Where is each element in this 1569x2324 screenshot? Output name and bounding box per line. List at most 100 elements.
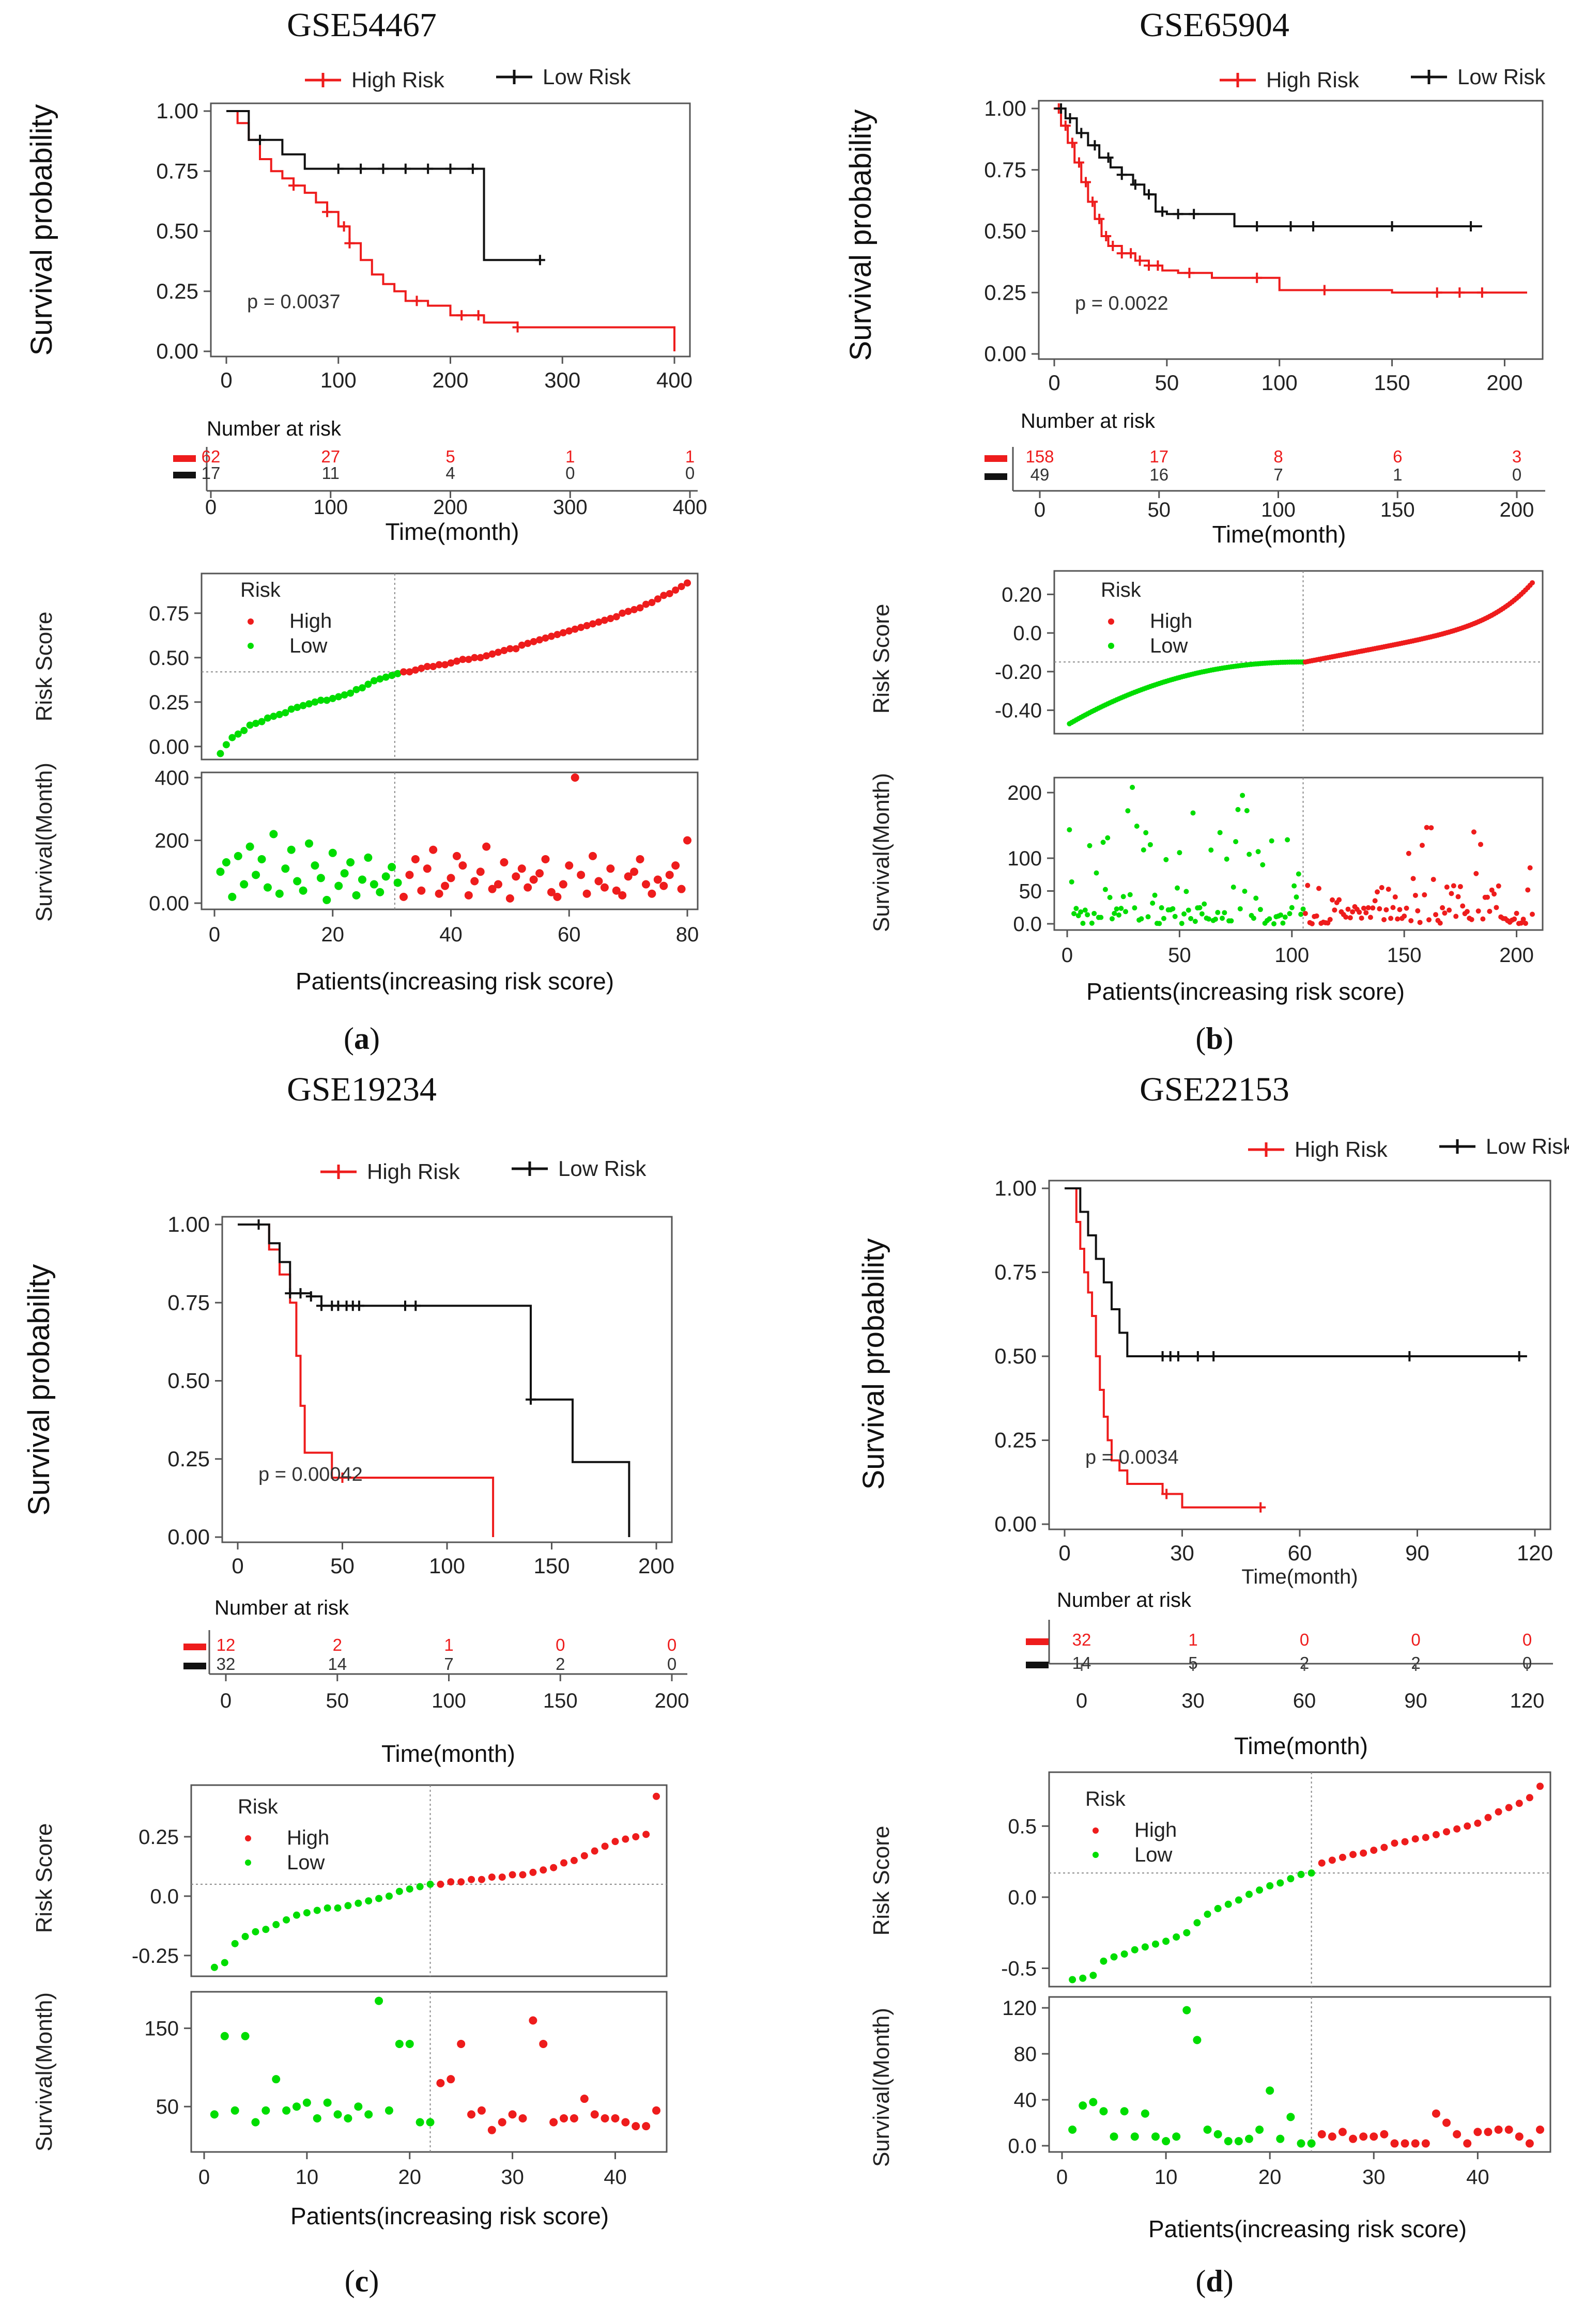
- risk-table-time-label: 50: [326, 1690, 349, 1712]
- risk-table-time-label: 200: [655, 1690, 689, 1712]
- survival-frame: [190, 1991, 668, 2153]
- risk-legend-high-label: High: [1134, 1819, 1177, 1841]
- km-censor-mark: [333, 163, 344, 174]
- survival-point-low: [416, 2118, 424, 2127]
- risk-score-ytick-label: 0.0: [1013, 622, 1042, 645]
- risk-score-frame: [1053, 570, 1544, 735]
- survival-point-high: [547, 888, 556, 896]
- survival-point-low: [375, 1996, 383, 2005]
- survival-point-high: [1397, 907, 1403, 912]
- survival-xtick-label: 20: [398, 2166, 421, 2189]
- survival-point-high: [1428, 825, 1434, 831]
- risk-table-low-count: 5: [1188, 1653, 1197, 1672]
- risk-score-point-high: [536, 636, 544, 644]
- survival-point-low: [230, 2106, 239, 2115]
- survival-point-low: [1089, 920, 1095, 926]
- survival-point-low: [1069, 879, 1074, 885]
- survival-point-high: [1451, 883, 1456, 889]
- survival-point-low: [1098, 915, 1104, 920]
- survival-point-high: [671, 861, 680, 870]
- survival-point-low: [1134, 824, 1140, 829]
- survival-point-high: [1412, 892, 1418, 898]
- survival-point-low: [257, 855, 266, 863]
- survival-point-high: [1375, 889, 1380, 895]
- risk-legend-title: Risk: [238, 1795, 279, 1818]
- legend-high-risk-swatch: [305, 73, 341, 87]
- risk-score-point-low: [217, 750, 224, 757]
- km-xtick-label: 300: [544, 368, 580, 392]
- survival-point-low: [311, 861, 319, 870]
- km-frame: [1038, 100, 1544, 360]
- survival-point-high: [417, 886, 426, 895]
- km-censor-mark: [526, 1394, 536, 1405]
- risk-legend-low-label: Low: [289, 634, 327, 657]
- risk-score-point-low: [246, 721, 254, 729]
- risk-table-time-label: 60: [1293, 1690, 1316, 1712]
- km-xtick-label: 100: [429, 1554, 465, 1578]
- survival-point-high: [624, 872, 633, 881]
- survival-point-high: [1359, 2132, 1368, 2141]
- km-plot: 0.00 0.25 0.50 0.75 1.00 0 30 60 90 120 Survival p…: [857, 1134, 1569, 1588]
- risk-score-point-low: [1297, 1870, 1305, 1878]
- km-xtick-label: 200: [432, 368, 468, 392]
- survival-point-high: [399, 892, 408, 901]
- survival-point-high: [1330, 897, 1335, 903]
- risk-table-high-count: 0: [1411, 1630, 1420, 1649]
- risk-legend-high-label: High: [289, 610, 332, 632]
- risk-score-point-low: [347, 689, 355, 697]
- risk-score-point-low: [299, 702, 307, 709]
- risk-table-high-count: 1: [1188, 1630, 1197, 1649]
- km-censor-mark: [1065, 113, 1075, 123]
- survival-point-high: [1478, 842, 1483, 847]
- survival-point-high: [1457, 884, 1463, 889]
- survival-point-high: [1525, 2139, 1534, 2148]
- survival-ytick-label: 400: [155, 767, 189, 789]
- risk-score-point-high: [1495, 1808, 1502, 1816]
- risk-table-high-count: 6: [1393, 447, 1402, 466]
- survival-point-high: [606, 864, 615, 873]
- survival-point-low: [316, 874, 325, 882]
- risk-table-low-count: 2: [1300, 1653, 1309, 1672]
- survival-point-high: [565, 861, 574, 870]
- survival-point-high: [517, 864, 526, 873]
- risk-table-high-count: 27: [321, 447, 340, 466]
- risk-score-point-high: [1464, 1822, 1471, 1830]
- risk-score-point-high: [666, 590, 673, 597]
- risk-legend-low-dot: [1108, 643, 1114, 649]
- km-high-risk-curve: [226, 110, 675, 351]
- risk-score-point-high: [642, 600, 650, 608]
- risk-score-point-high: [453, 657, 460, 665]
- risk-score-point-low: [264, 714, 271, 722]
- survival-point-high: [1518, 920, 1524, 926]
- survival-point-low: [1099, 2107, 1108, 2116]
- survival-point-low: [220, 2032, 229, 2040]
- survival-point-high: [1305, 882, 1311, 888]
- risk-score-frame: [1048, 1771, 1551, 1988]
- panel-letter-value: b: [1206, 1021, 1223, 1056]
- risk-table-low-count: 32: [217, 1654, 236, 1674]
- risk-table-low-marker: [985, 473, 1007, 480]
- risk-table-time-label: 0: [1034, 499, 1045, 521]
- km-censor-mark: [1454, 287, 1465, 298]
- survival-point-high: [1379, 885, 1385, 890]
- survival-point-low: [1285, 837, 1290, 843]
- km-censor-mark: [1285, 221, 1296, 231]
- risk-score-point-high: [542, 634, 549, 642]
- survival-point-high: [447, 2075, 455, 2084]
- risk-score-point-high: [684, 579, 691, 587]
- survival-point-high: [659, 881, 668, 890]
- risk-score-ytick-label: 0.25: [139, 1826, 179, 1849]
- km-censor-mark: [1404, 1351, 1415, 1361]
- survival-point-low: [1087, 843, 1093, 848]
- km-ytick-label: 1.00: [156, 99, 198, 123]
- km-censor-mark: [445, 163, 456, 174]
- survival-point-high: [1390, 905, 1396, 910]
- risk-score-point-low: [313, 1907, 321, 1914]
- survival-point-high: [498, 2118, 506, 2127]
- km-censor-mark: [1067, 137, 1078, 148]
- risk-table-title: Number at risk: [1021, 410, 1156, 432]
- risk-score-point-high: [570, 1856, 578, 1864]
- survival-point-low: [1109, 916, 1115, 922]
- legend-high-risk-label: High Risk: [367, 1159, 460, 1184]
- survival-point-low: [1237, 906, 1243, 911]
